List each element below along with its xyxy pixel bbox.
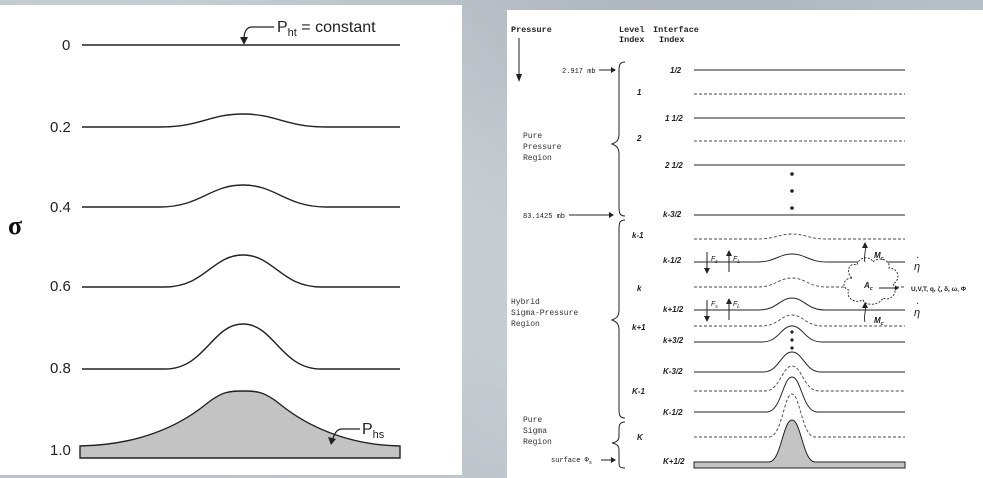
ellipsis-dot (790, 330, 794, 334)
fl-label-lower: FL (733, 301, 740, 310)
mc-arrowhead-upper (862, 242, 868, 248)
terrain-shape (79, 390, 401, 459)
sigma-coordinate-diagram: 0 0.2 0.4 0.6 0.8 1.0 σ Pht = constant P… (0, 5, 462, 475)
surface-label: surface Φs (551, 457, 592, 466)
top-annotation-label: Pht = constant (277, 19, 376, 39)
mc-label-upper: Mc (874, 251, 884, 262)
ellipsis-dot (790, 189, 794, 193)
interface-label: 2 1/2 (664, 161, 683, 170)
brace-hybrid (610, 219, 626, 419)
interface-label: k+1/2 (663, 305, 684, 314)
fl-label-upper: FL (733, 256, 740, 265)
interface-line (694, 325, 905, 343)
interface-label: k-3/2 (663, 210, 682, 219)
top-pressure-label: 2.917 mb (562, 68, 596, 76)
fs-label-lower: Fs (711, 301, 718, 310)
sigma-diagram-svg: 0 0.2 0.4 0.6 0.8 1.0 σ Pht = constant P… (8, 19, 401, 459)
region-pure-pressure-label: Pure (523, 132, 542, 141)
region-hybrid-label: Region (511, 320, 540, 329)
interface-label: K-1/2 (663, 408, 683, 417)
ac-arrowhead (895, 285, 899, 291)
interface-label: k+3/2 (663, 336, 684, 345)
mc-label-lower: Mc (874, 316, 884, 327)
mc-arrowhead-lower (862, 302, 868, 308)
eta-dot-upper: η (914, 261, 920, 273)
header-pressure: Pressure (511, 25, 552, 35)
sigma-axis-symbol: σ (8, 211, 22, 240)
interface-label: k-1/2 (663, 256, 682, 265)
fl-arrowhead-lower (726, 298, 732, 304)
sigma-level-label: 1.0 (50, 442, 71, 459)
fs-label-upper: Fs (711, 256, 718, 265)
fl-arrowhead-upper (726, 250, 732, 256)
level-line-dashed (694, 277, 905, 288)
interface-line (694, 253, 905, 263)
cloud-icon (843, 257, 899, 305)
sigma-level-label: 0.2 (50, 119, 71, 136)
level-label: k-1 (632, 231, 644, 240)
level-label: K-1 (632, 387, 645, 396)
region-pure-sigma-label: Sigma (523, 427, 547, 436)
region-pure-sigma-label: Pure (523, 416, 542, 425)
region-hybrid-label: Hybrid (511, 298, 540, 307)
eta-dot-lower: η (914, 307, 920, 319)
mid-pressure-arrowhead (609, 212, 614, 218)
state-variables-label: U,V,T, q, ζ, δ, ω, Φ (911, 286, 967, 293)
sigma-line-08 (82, 323, 400, 370)
header-interface-index: Index (659, 35, 685, 45)
top-annotation-pointer (243, 26, 274, 40)
level-label: K (637, 433, 644, 442)
terrain-shape (693, 419, 906, 469)
interface-line (694, 351, 905, 373)
interface-label: K+1/2 (663, 457, 685, 466)
region-hybrid-label: Sigma-Pressure (511, 309, 578, 318)
sigma-line-02 (82, 113, 400, 128)
region-pure-pressure-label: Pressure (523, 143, 562, 152)
fs-arrowhead-upper (704, 268, 710, 274)
bottom-annotation-label: Phs (362, 421, 385, 441)
brace-pure-pressure (610, 61, 626, 217)
level-label: 2 (636, 134, 642, 143)
header-interface: Interface (653, 25, 699, 35)
sigma-line-04 (82, 184, 400, 208)
sigma-line-06 (82, 254, 400, 288)
hybrid-diagram-svg: Pressure Level Index Interface Index 2.9… (511, 25, 967, 469)
header-level: Level (619, 25, 645, 35)
brace-pure-sigma (611, 421, 626, 469)
interface-line (694, 297, 905, 311)
bottom-annotation-arrowhead (328, 437, 336, 445)
level-label: k (637, 284, 642, 293)
interface-label: 1/2 (670, 66, 682, 75)
surface-arrowhead (611, 457, 616, 463)
region-pure-pressure-label: Region (523, 154, 552, 163)
level-label: k+1 (632, 323, 646, 332)
sigma-level-label: 0.4 (50, 199, 71, 216)
interface-label: K-3/2 (663, 367, 683, 376)
ellipsis-dot (790, 206, 794, 210)
level-label: 1 (637, 88, 642, 97)
ac-label: Ac (863, 281, 873, 292)
sigma-level-label: 0 (62, 37, 70, 54)
sigma-level-label: 0.8 (50, 360, 71, 377)
sigma-level-label: 0.6 (50, 278, 71, 295)
level-line-dashed (694, 314, 905, 327)
top-annotation-arrowhead (240, 37, 248, 45)
eta-dot-upper-dot: · (916, 252, 919, 263)
pressure-arrow-head (516, 74, 522, 82)
ellipsis-dot (790, 172, 794, 176)
level-line-dashed (694, 393, 905, 438)
ellipsis-dot (790, 346, 794, 350)
interface-label: 1 1/2 (665, 114, 683, 123)
ellipsis-dot (790, 338, 794, 342)
mid-pressure-label: 83.1425 mb (523, 213, 565, 221)
interface-line (694, 376, 905, 413)
eta-dot-lower-dot: · (916, 298, 919, 309)
hybrid-coordinate-diagram: Pressure Level Index Interface Index 2.9… (507, 10, 983, 478)
fs-arrowhead-lower (704, 316, 710, 322)
level-line-dashed (694, 233, 905, 240)
top-pressure-arrowhead (611, 67, 616, 73)
region-pure-sigma-label: Region (523, 438, 552, 447)
header-level-index: Index (619, 35, 645, 45)
